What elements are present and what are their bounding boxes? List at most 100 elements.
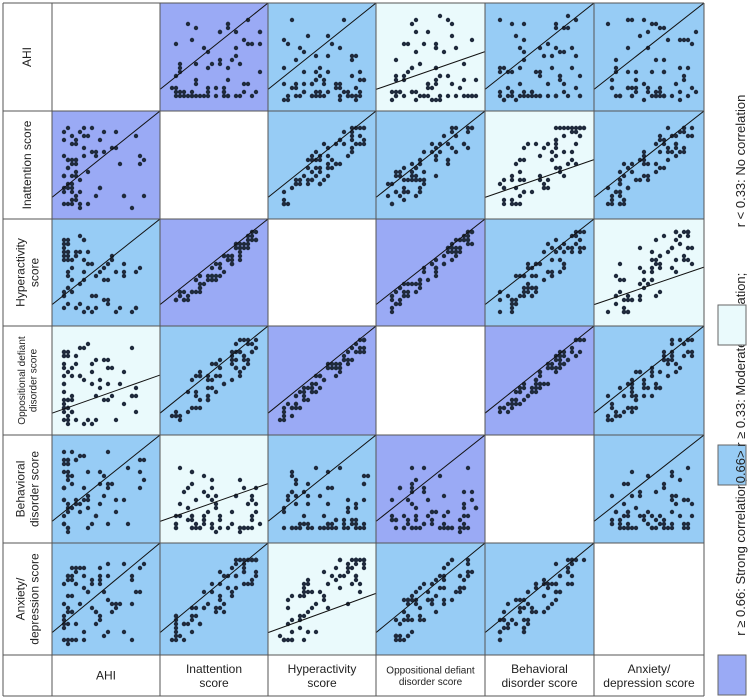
scatter-point xyxy=(193,525,199,531)
scatter-point xyxy=(401,293,407,299)
scatter-point xyxy=(345,561,351,567)
scatter-point xyxy=(85,525,91,531)
scatter-point xyxy=(561,353,567,359)
scatter-point xyxy=(537,381,543,387)
scatter-point xyxy=(661,349,667,355)
scatter-point xyxy=(569,249,575,255)
scatter-point xyxy=(617,181,623,187)
scatter-point xyxy=(193,277,199,283)
scatter-point xyxy=(245,41,251,47)
scatter-point xyxy=(193,25,199,31)
scatter-point xyxy=(361,565,367,571)
scatter-point xyxy=(449,257,455,263)
scatter-point xyxy=(209,273,215,279)
scatter-point xyxy=(457,589,463,595)
scatter-point xyxy=(677,241,683,247)
scatter-point xyxy=(197,285,203,291)
scatter-point xyxy=(541,277,547,283)
scatter-point xyxy=(173,89,179,95)
scatter-point xyxy=(509,297,515,303)
scatter-point xyxy=(677,477,683,483)
scatter-point xyxy=(89,577,95,583)
scatter-point xyxy=(441,261,447,267)
scatter-point xyxy=(177,65,183,71)
scatter-point xyxy=(73,193,79,199)
scatter-point xyxy=(81,345,87,351)
scatter-point xyxy=(669,353,675,359)
scatter-point xyxy=(253,573,259,579)
scatter-point xyxy=(669,337,675,343)
scatter-point xyxy=(113,309,119,315)
scatter-point xyxy=(577,237,583,243)
scatter-point xyxy=(65,165,71,171)
scatter-point xyxy=(553,589,559,595)
scatter-point xyxy=(61,601,67,607)
scatter-point xyxy=(73,169,79,175)
scatter-point xyxy=(61,417,67,423)
scatter-point xyxy=(101,473,107,479)
scatter-point xyxy=(521,21,527,27)
scatter-point xyxy=(65,157,71,163)
scatter-point xyxy=(521,605,527,611)
scatter-point xyxy=(213,609,219,615)
scatter-point xyxy=(629,169,635,175)
scatter-point xyxy=(621,277,627,283)
scatter-point xyxy=(665,145,671,151)
scatter-point xyxy=(305,501,311,507)
fit-line xyxy=(159,325,269,414)
scatter-point xyxy=(361,497,367,503)
fit-line xyxy=(375,110,486,198)
scatter-point xyxy=(97,565,103,571)
scatter-point xyxy=(173,621,179,627)
scatter-point xyxy=(413,97,419,103)
scatter-point xyxy=(389,97,395,103)
scatter-point xyxy=(337,81,343,87)
scatter-point xyxy=(313,601,319,607)
scatter-point xyxy=(681,521,687,527)
scatter-point xyxy=(641,149,647,155)
scatter-point xyxy=(173,85,179,91)
legend-label: r < 0.33: No correlation xyxy=(733,95,748,228)
scatter-point xyxy=(305,157,311,163)
scatter-point xyxy=(193,393,199,399)
scatter-point xyxy=(653,141,659,147)
scatter-point xyxy=(653,237,659,243)
scatter-point xyxy=(685,525,691,531)
scatter-point xyxy=(617,517,623,523)
scatter-point xyxy=(441,525,447,531)
scatter-point xyxy=(521,617,527,623)
scatter-point xyxy=(645,45,651,51)
scatter-point xyxy=(133,589,139,595)
scatter-point xyxy=(229,361,235,367)
scatter-point xyxy=(421,617,427,623)
scatter-point xyxy=(569,125,575,131)
scatter-point xyxy=(517,81,523,87)
scatter-point xyxy=(513,389,519,395)
scatter-point xyxy=(501,201,507,207)
scatter-point xyxy=(677,149,683,155)
scatter-point xyxy=(293,525,299,531)
scatter-point xyxy=(209,581,215,587)
scatter-point xyxy=(253,501,259,507)
scatter-point xyxy=(617,93,623,99)
scatter-point xyxy=(125,465,131,471)
scatter-point xyxy=(413,289,419,295)
scatter-point xyxy=(421,41,427,47)
scatter-point xyxy=(253,557,259,563)
scatter-point xyxy=(509,301,515,307)
scatter-point xyxy=(501,625,507,631)
scatter-point xyxy=(673,133,679,139)
scatter-point xyxy=(233,561,239,567)
scatter-point xyxy=(105,561,111,567)
scatter-point xyxy=(625,297,631,303)
scatter-point xyxy=(657,25,663,31)
scatter-point xyxy=(141,157,147,163)
scatter-point xyxy=(337,573,343,579)
scatter-point xyxy=(193,93,199,99)
scatter-point xyxy=(93,621,99,627)
scatter-point xyxy=(413,193,419,199)
scatter-point xyxy=(445,509,451,515)
scatter-point xyxy=(401,289,407,295)
scatter-point xyxy=(437,573,443,579)
scatter-point xyxy=(129,577,135,583)
